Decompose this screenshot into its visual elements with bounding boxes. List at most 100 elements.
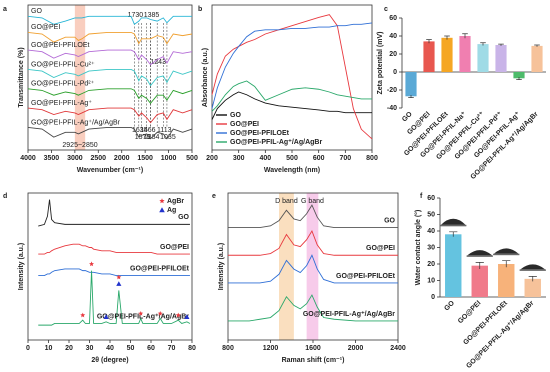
bar	[471, 265, 488, 297]
marker	[103, 314, 109, 319]
panel-letter: c	[384, 6, 388, 13]
series-label: GO@PEI-PFILOEt	[336, 273, 396, 280]
y-tick-label: 20	[427, 261, 435, 268]
x-tick-label: 50	[127, 345, 135, 352]
droplet-substrate	[493, 253, 520, 256]
y-tick-label: 10	[427, 277, 435, 284]
series-line	[211, 14, 373, 140]
series-line	[38, 199, 190, 227]
annotation-label: 1385	[144, 12, 160, 19]
marker	[80, 312, 86, 318]
x-tick-label: 800	[222, 345, 234, 352]
series-line	[27, 126, 193, 140]
panel-letter: b	[198, 6, 202, 13]
legend-label: GO@PEI-PFIL-Ag⁺/Ag/AgBr	[230, 139, 322, 146]
error-bar	[444, 35, 450, 40]
y-tick-label: -20	[387, 87, 397, 94]
x-tick-label: 600	[313, 155, 325, 162]
x-tick-label: 2000	[348, 345, 364, 352]
y-axis-label: Water contact angle (°)	[414, 210, 422, 286]
plot-frame	[27, 4, 193, 151]
x-tick-label: 3500	[44, 155, 60, 162]
y-tick-label: 60	[389, 15, 397, 22]
bar	[513, 72, 525, 79]
bar	[531, 45, 543, 72]
x-tick-label: 1200	[263, 345, 279, 352]
x-tick-label: 60	[147, 345, 155, 352]
series-line	[228, 254, 398, 284]
marker	[116, 274, 122, 280]
series-line	[27, 107, 193, 124]
x-tick-label: 700	[339, 155, 351, 162]
bar	[477, 44, 489, 72]
band	[306, 193, 319, 340]
band-label: 2925~2850	[62, 142, 97, 149]
error-bar	[449, 231, 458, 237]
error-bar	[528, 276, 537, 282]
y-tick-label: 60	[427, 195, 435, 202]
marker	[184, 314, 190, 319]
panel-letter: f	[420, 193, 423, 200]
marker	[138, 310, 144, 316]
bar	[498, 264, 515, 297]
marker	[157, 310, 163, 316]
y-tick-label: 20	[389, 51, 397, 58]
series-line	[228, 204, 398, 229]
marker	[89, 261, 95, 267]
panel-letter: d	[3, 193, 7, 200]
series-label: GO@PEI	[366, 245, 395, 252]
series-line	[211, 91, 372, 120]
x-tick-label: 300	[233, 155, 245, 162]
x-axis-label: 2θ (degree)	[91, 357, 128, 364]
error-bar	[480, 42, 486, 46]
series-label: GO@PEI-PFILOEt	[31, 42, 90, 49]
x-tick-label: 400	[259, 155, 271, 162]
error-bar	[534, 44, 540, 47]
error-bar	[498, 43, 504, 46]
x-tick-label: 800	[366, 155, 378, 162]
error-bar	[475, 262, 484, 269]
series-label: GO@PEI	[160, 244, 189, 251]
y-tick-label: 0	[393, 69, 397, 76]
x-tick-label: 2500	[90, 155, 106, 162]
y-tick-label: 50	[427, 211, 435, 218]
series-label: GO@PEI-PFIL-Cu²⁺	[31, 61, 95, 68]
band-label: G band	[301, 198, 324, 205]
series-line	[38, 270, 191, 326]
x-tick-label: 1600	[305, 345, 321, 352]
droplet-substrate	[440, 224, 467, 227]
x-tick-label: GO@PEI-PFILOEt	[462, 299, 509, 346]
x-axis-label: Raman shift (cm⁻¹)	[282, 357, 345, 364]
bar	[459, 36, 471, 72]
series-label: GO@PEI-PFIL-Ag⁺/Ag/AgBr	[31, 119, 121, 126]
series-label: GO@PEI-PFIL-Pd²⁺	[31, 81, 95, 88]
legend-label: GO@PEI-PFILOEt	[230, 130, 290, 137]
droplet-image	[440, 218, 466, 225]
annotation-label: 1466	[140, 127, 156, 134]
series-line	[38, 268, 190, 277]
x-tick-label: 0	[26, 345, 30, 352]
series-line	[27, 49, 193, 66]
x-tick-label: 1500	[137, 155, 153, 162]
bar	[441, 37, 453, 72]
annotation-label: 1578	[135, 134, 151, 141]
y-tick-label: 40	[427, 228, 435, 235]
x-tick-label: GO	[401, 110, 414, 123]
y-tick-label: 0	[431, 294, 435, 301]
series-label: GO	[384, 217, 395, 224]
annotation-label: 1730	[128, 12, 144, 19]
error-bar	[502, 260, 511, 268]
droplet-image	[467, 250, 493, 256]
droplet-image	[520, 264, 546, 270]
x-tick-label: 80	[188, 345, 196, 352]
y-tick-label: 30	[427, 244, 435, 251]
band-label: D band	[275, 198, 298, 205]
legend-label: GO@PEI	[230, 121, 259, 128]
marker	[116, 281, 122, 286]
series-line	[38, 243, 190, 255]
series-label: GO	[31, 8, 42, 15]
y-tick-label: 40	[389, 33, 397, 40]
series-label: GO	[178, 214, 189, 221]
series-line	[27, 68, 193, 87]
